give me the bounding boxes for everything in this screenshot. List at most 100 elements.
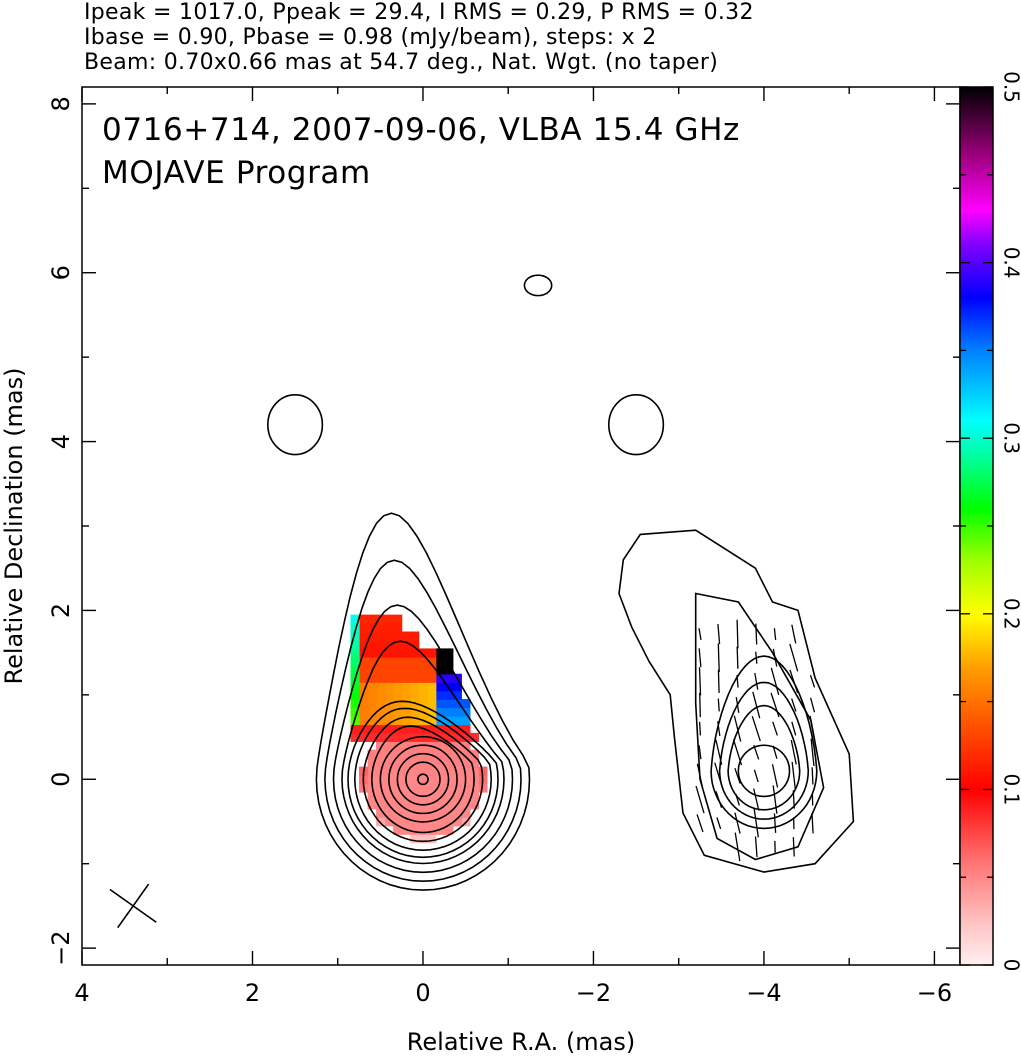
frac-pol-pixel bbox=[350, 665, 360, 675]
core-contour bbox=[379, 735, 467, 823]
frac-pol-pixel bbox=[401, 656, 411, 666]
frac-pol-pixel bbox=[410, 682, 420, 692]
frac-pol-pixel bbox=[410, 707, 420, 717]
evpa-vector bbox=[753, 769, 759, 783]
frac-pol-pixel bbox=[359, 623, 369, 633]
jet-contour bbox=[341, 640, 505, 865]
frac-pol-pixel bbox=[393, 682, 403, 692]
frac-pol-pixel bbox=[435, 682, 445, 692]
frac-pol-pixel bbox=[393, 749, 403, 759]
frac-pol-pixel bbox=[469, 766, 479, 776]
frac-pol-pixel bbox=[410, 648, 420, 658]
frac-pol-pixel bbox=[452, 732, 462, 742]
frac-pol-pixel bbox=[427, 766, 437, 776]
frac-pol-pixel bbox=[452, 808, 462, 818]
frac-pol-pixel bbox=[452, 715, 462, 726]
frac-pol-pixel bbox=[376, 715, 386, 726]
frac-pol-pixel bbox=[410, 758, 420, 768]
evpa-vector bbox=[735, 793, 740, 806]
frac-pol-pixel bbox=[359, 699, 369, 709]
frac-pol-pixel bbox=[350, 648, 360, 658]
frac-pol-pixel bbox=[393, 665, 403, 675]
frac-pol-pixel bbox=[350, 639, 360, 650]
frac-pol-pixel bbox=[410, 783, 420, 793]
frac-pol-pixel bbox=[427, 758, 437, 768]
frac-pol-pixel bbox=[359, 631, 369, 641]
frac-pol-pixel bbox=[401, 707, 411, 717]
frac-pol-pixel bbox=[444, 673, 454, 683]
jet-contour bbox=[315, 512, 531, 891]
frac-pol-pixel bbox=[367, 758, 377, 768]
evpa-vector bbox=[698, 721, 702, 736]
frac-pol-pixel bbox=[410, 673, 420, 683]
frac-pol-pixel bbox=[359, 732, 369, 742]
header-line-peaks: Ipeak = 1017.0, Ppeak = 29.4, I RMS = 0.… bbox=[84, 0, 754, 25]
frac-pol-pixel bbox=[469, 749, 479, 759]
frac-pol-pixel bbox=[359, 656, 369, 666]
frac-pol-pixel bbox=[376, 673, 386, 683]
frac-pol-pixel bbox=[435, 648, 445, 658]
y-tick-label: 4 bbox=[47, 434, 75, 449]
frac-pol-pixel bbox=[401, 699, 411, 709]
frac-pol-pixel bbox=[376, 639, 386, 650]
evpa-vector bbox=[792, 837, 795, 857]
frac-pol-pixel bbox=[435, 800, 445, 810]
evpa-vector bbox=[698, 628, 702, 640]
frac-pol-pixel bbox=[410, 825, 420, 835]
evpa-vector bbox=[734, 767, 741, 784]
x-tick-label: 0 bbox=[415, 979, 430, 1007]
frac-pol-pixel bbox=[359, 715, 369, 726]
frac-pol-pixel bbox=[444, 648, 454, 658]
frac-pol-pixel bbox=[427, 665, 437, 675]
frac-pol-pixel bbox=[418, 775, 428, 785]
frac-pol-pixel bbox=[435, 749, 445, 759]
frac-pol-pixel bbox=[427, 783, 437, 793]
frac-pol-pixel bbox=[435, 758, 445, 768]
frac-pol-pixel bbox=[410, 665, 420, 675]
evpa-vector bbox=[809, 697, 816, 713]
frac-pol-pixel bbox=[444, 783, 454, 793]
frac-pol-pixel bbox=[384, 715, 394, 726]
frac-pol-pixel bbox=[359, 673, 369, 683]
frac-pol-pixel bbox=[410, 639, 420, 650]
evpa-vector bbox=[789, 669, 799, 694]
frac-pol-pixel bbox=[393, 791, 403, 802]
frac-pol-pixel bbox=[461, 741, 471, 751]
beam-minor-axis bbox=[117, 883, 150, 929]
frac-pol-pixel bbox=[410, 690, 420, 700]
frac-pol-pixel bbox=[393, 817, 403, 827]
evpa-vector bbox=[811, 812, 814, 834]
frac-pol-pixel bbox=[452, 707, 462, 717]
frac-pol-pixel bbox=[393, 699, 403, 709]
frac-pol-pixel bbox=[393, 631, 403, 641]
frac-pol-pixel bbox=[410, 631, 420, 641]
frac-pol-pixel bbox=[384, 817, 394, 827]
frac-pol-pixel bbox=[376, 749, 386, 759]
frac-pol-pixel bbox=[444, 749, 454, 759]
frac-pol-pixel bbox=[427, 715, 437, 726]
x-tick-label: −6 bbox=[917, 979, 952, 1007]
frac-pol-pixel bbox=[367, 800, 377, 810]
frac-pol-pixel bbox=[444, 665, 454, 675]
frac-pol-pixel bbox=[410, 834, 420, 844]
colorbar-tick-label: 0.3 bbox=[1000, 422, 1021, 454]
core-contour-outer bbox=[347, 700, 499, 859]
frac-pol-pixel bbox=[418, 699, 428, 709]
frac-pol-pixel bbox=[401, 690, 411, 700]
evpa-vector bbox=[734, 832, 741, 862]
core-contour-outer bbox=[362, 716, 484, 843]
frac-pol-pixel bbox=[367, 631, 377, 641]
frac-pol-pixel bbox=[427, 825, 437, 835]
frac-pol-pixel bbox=[367, 732, 377, 742]
evpa-vector bbox=[717, 721, 721, 737]
frac-pol-pixel bbox=[376, 808, 386, 818]
frac-pol-pixel bbox=[444, 699, 454, 709]
frac-pol-pixel bbox=[461, 732, 471, 742]
frac-pol-pixel bbox=[367, 791, 377, 802]
frac-pol-pixel bbox=[393, 758, 403, 768]
frac-pol-pixel bbox=[367, 648, 377, 658]
frac-pol-pixel bbox=[461, 749, 471, 759]
noise-island-contour bbox=[608, 394, 665, 456]
plot-frame bbox=[81, 86, 961, 966]
pol-contour-inner bbox=[737, 744, 791, 798]
